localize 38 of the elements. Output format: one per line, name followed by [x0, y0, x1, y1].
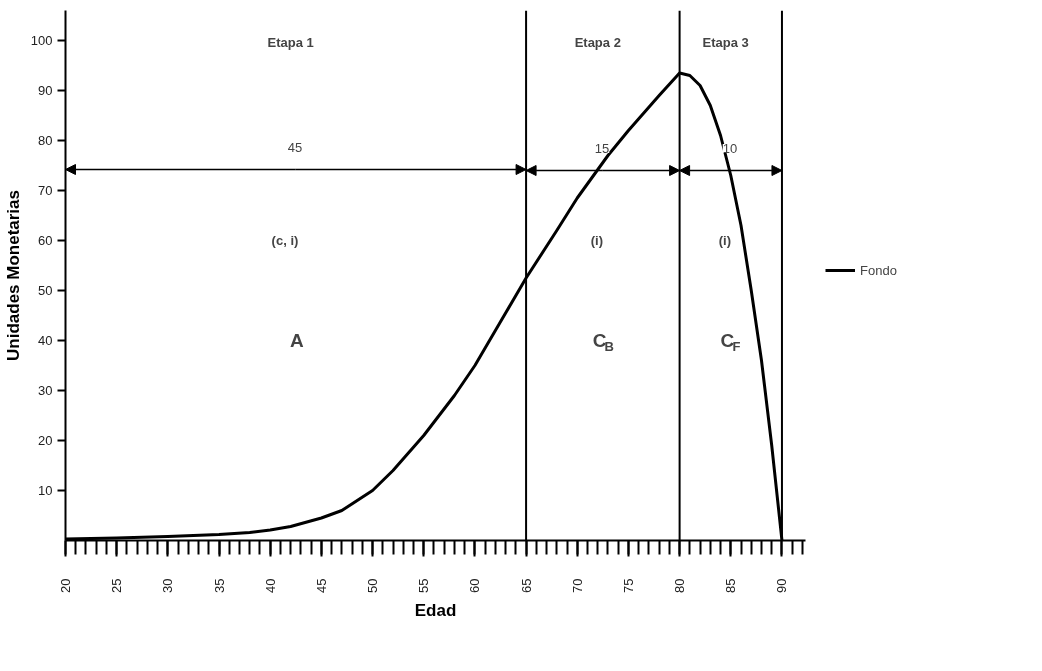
x-tick-label: 40 — [262, 578, 278, 593]
x-tick-label: 45 — [313, 578, 329, 593]
y-tick-label: 90 — [38, 83, 53, 98]
annotation: 15 — [594, 141, 610, 156]
y-tick-label: 80 — [38, 133, 53, 148]
y-tick-label: 60 — [38, 233, 53, 248]
annotation: 10 — [722, 141, 738, 156]
annotation: (i) — [718, 233, 731, 249]
legend-label: Fondo — [860, 262, 897, 278]
annotation: Etapa 2 — [574, 34, 621, 50]
y-tick-label: 40 — [38, 333, 53, 348]
x-tick-label: 55 — [416, 578, 432, 593]
annotation: Etapa 3 — [702, 34, 749, 50]
x-tick-label: 90 — [774, 578, 790, 593]
x-tick-label: 80 — [672, 578, 688, 593]
y-tick-label: 70 — [38, 183, 53, 198]
y-tick-label: 50 — [38, 283, 53, 298]
x-tick-label: 70 — [569, 578, 585, 593]
y-tick-label: 20 — [38, 433, 53, 448]
y-tick-label: 10 — [38, 483, 53, 498]
annotation: 45 — [287, 140, 303, 155]
x-tick-label: 50 — [365, 578, 381, 593]
x-tick-label: 60 — [467, 578, 483, 593]
x-tick-label: 65 — [518, 578, 534, 593]
annotation: A — [289, 330, 304, 352]
x-tick-label: 35 — [211, 578, 227, 593]
x-axis-title: Edad — [414, 600, 457, 620]
annotation: (c, i) — [271, 233, 299, 249]
x-tick-label: 25 — [109, 578, 125, 593]
annotation: Etapa 1 — [267, 34, 314, 50]
x-tick-label: 75 — [620, 578, 636, 593]
annotation: (i) — [590, 233, 604, 249]
x-tick-label: 85 — [723, 578, 739, 593]
y-axis-title: Unidades Monetarias — [3, 189, 23, 361]
x-tick-label: 20 — [58, 578, 73, 593]
x-tick-label: 30 — [160, 578, 176, 593]
y-tick-label: 100 — [30, 33, 53, 48]
y-tick-label: 30 — [38, 383, 53, 398]
